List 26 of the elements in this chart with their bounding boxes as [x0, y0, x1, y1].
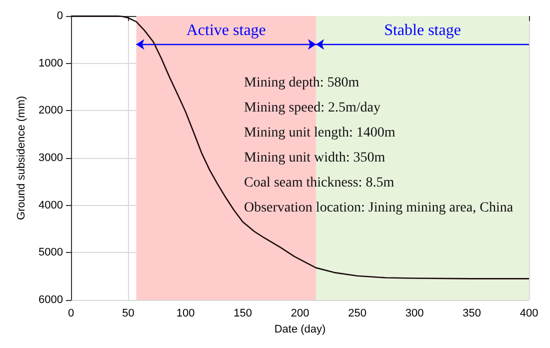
- x-tick-label: 350: [462, 308, 481, 320]
- annotation: Mining depth: 580m: [244, 76, 360, 90]
- y-tick-label: 1000: [38, 57, 63, 70]
- annotation: Mining unit width: 350m: [244, 150, 386, 166]
- y-axis-title: Ground subsidence (mm): [16, 96, 28, 220]
- annotation: Coal seam thickness: 8.5m: [244, 176, 394, 190]
- x-axis-title: Date (day): [274, 324, 326, 336]
- x-tick-label: 400: [520, 308, 538, 320]
- band-label: Active stage: [186, 22, 266, 39]
- y-tick-label: 3000: [38, 152, 63, 164]
- x-tick-label: 0: [68, 308, 74, 320]
- annotation: Mining speed: 2.5m/day: [244, 100, 380, 116]
- y-tick-label: 6000: [38, 294, 63, 306]
- y-tick-label: 2000: [38, 104, 63, 117]
- y-tick-label: 0: [56, 10, 63, 22]
- x-tick-label: 200: [290, 308, 310, 320]
- x-tick-label: 150: [234, 308, 252, 320]
- y-tick-label: 5000: [38, 246, 63, 259]
- x-tick-label: 100: [176, 308, 195, 320]
- annotation: Mining unit length: 1400m: [244, 126, 396, 140]
- x-tick-label: 250: [348, 308, 366, 320]
- x-tick-label: 50: [122, 308, 134, 320]
- x-tick-label: 300: [405, 308, 424, 320]
- y-tick-label: 4000: [38, 199, 63, 212]
- annotation: Observation location: Jining mining area, China: [244, 200, 514, 216]
- band-label: Stable stage: [384, 22, 461, 39]
